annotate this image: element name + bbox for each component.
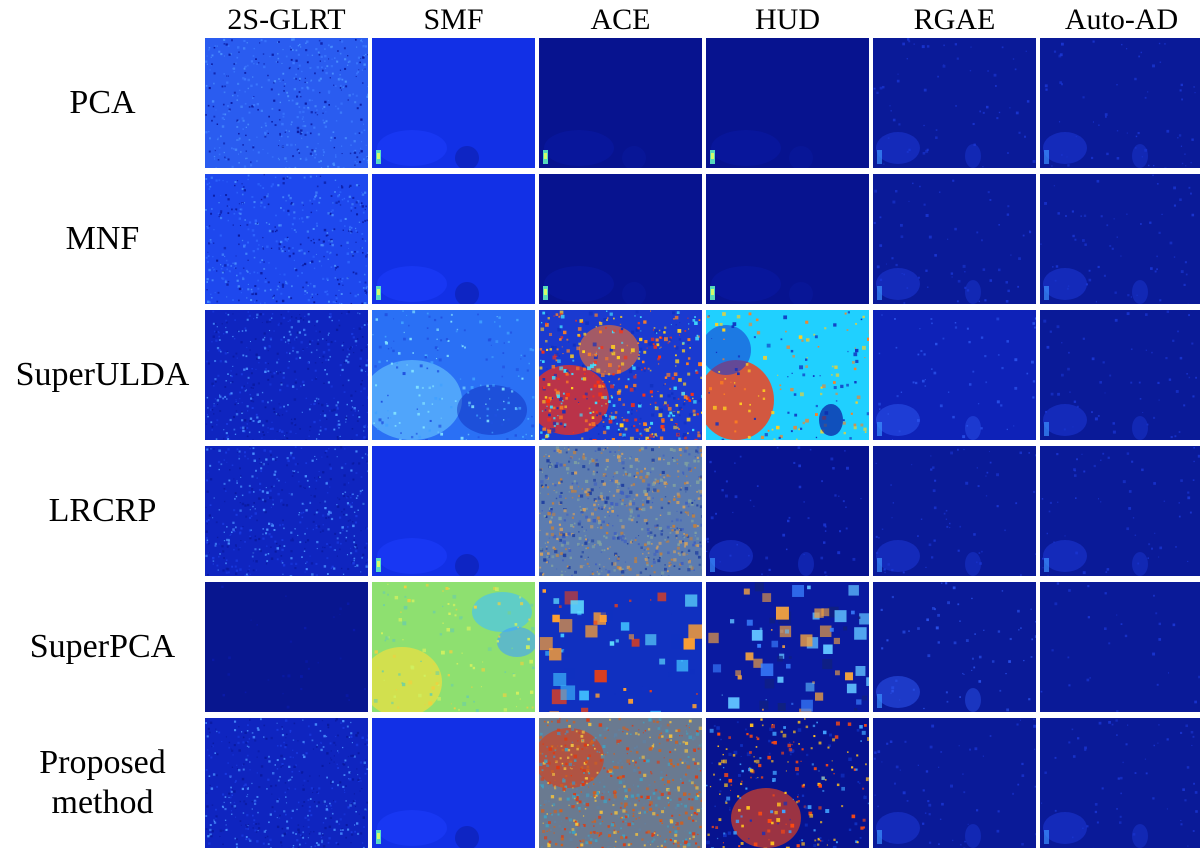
detection-map-cell xyxy=(1040,582,1200,712)
detection-map-image xyxy=(372,38,535,168)
detection-map-image xyxy=(205,718,368,848)
column-header: RGAE xyxy=(913,3,996,36)
detection-map-image xyxy=(539,582,702,712)
detection-map-image xyxy=(539,446,702,576)
detection-map-cell xyxy=(539,718,702,848)
detection-map-cell xyxy=(1040,446,1200,576)
detection-map-cell xyxy=(539,310,702,440)
detection-map-image xyxy=(372,582,535,712)
row-label: SuperULDA xyxy=(0,310,205,440)
row-label: LRCRP xyxy=(0,446,205,576)
detection-map-image xyxy=(205,446,368,576)
detection-map-cell xyxy=(706,446,869,576)
column-header: ACE xyxy=(590,3,651,36)
detection-map-image xyxy=(205,38,368,168)
detection-map-cell xyxy=(205,582,368,712)
detection-map-image xyxy=(372,718,535,848)
detection-map-cell xyxy=(706,174,869,304)
detection-map-image xyxy=(706,582,869,712)
detection-map-cell xyxy=(539,174,702,304)
column-header: HUD xyxy=(755,3,820,36)
detection-map-image xyxy=(539,310,702,440)
detection-map-cell xyxy=(372,174,535,304)
detection-map-image xyxy=(539,718,702,848)
detection-map-image xyxy=(372,310,535,440)
detection-map-cell xyxy=(1040,310,1200,440)
detection-map-image xyxy=(706,310,869,440)
detection-map-image xyxy=(372,174,535,304)
detection-map-cell xyxy=(706,718,869,848)
detection-map-image xyxy=(873,38,1036,168)
detection-map-image xyxy=(205,582,368,712)
detection-map-cell xyxy=(706,310,869,440)
detection-map-cell xyxy=(205,174,368,304)
detection-map-cell xyxy=(873,174,1036,304)
row-label-text: SuperPCA xyxy=(29,628,176,665)
row-label-text: LRCRP xyxy=(48,492,157,529)
row-label-text: MNF xyxy=(65,220,140,257)
row-label-text: Proposed method xyxy=(39,744,166,821)
detection-map-image xyxy=(1040,718,1200,848)
detection-map-cell xyxy=(205,446,368,576)
row-label: MNF xyxy=(0,174,205,304)
detection-map-cell xyxy=(706,38,869,168)
detection-map-image xyxy=(539,174,702,304)
detection-map-image xyxy=(539,38,702,168)
detection-map-cell xyxy=(205,718,368,848)
detection-map-cell xyxy=(1040,718,1200,848)
detection-map-cell xyxy=(205,38,368,168)
detection-map-cell xyxy=(372,446,535,576)
detection-map-image xyxy=(873,446,1036,576)
detection-map-image xyxy=(706,446,869,576)
detection-map-cell xyxy=(372,310,535,440)
row-label: SuperPCA xyxy=(0,582,205,712)
column-header: SMF xyxy=(423,3,484,36)
detection-map-image xyxy=(1040,174,1200,304)
detection-map-cell xyxy=(873,582,1036,712)
detection-map-image xyxy=(706,718,869,848)
row-label-text: PCA xyxy=(69,84,136,121)
column-header: 2S-GLRT xyxy=(227,3,346,36)
detection-map-image xyxy=(706,174,869,304)
detection-map-image xyxy=(873,310,1036,440)
detection-map-cell xyxy=(372,582,535,712)
detection-map-image xyxy=(372,446,535,576)
detection-map-cell xyxy=(539,582,702,712)
detection-map-cell xyxy=(539,38,702,168)
detection-map-cell xyxy=(372,38,535,168)
row-label: PCA xyxy=(0,38,205,168)
detection-map-cell xyxy=(205,310,368,440)
detection-map-cell xyxy=(706,582,869,712)
detection-map-cell xyxy=(1040,38,1200,168)
detection-map-image xyxy=(873,174,1036,304)
detection-map-image xyxy=(873,718,1036,848)
detection-map-image xyxy=(1040,582,1200,712)
detection-map-image xyxy=(706,38,869,168)
row-label: Proposed method xyxy=(0,718,205,848)
detection-map-image xyxy=(205,174,368,304)
detection-map-cell xyxy=(372,718,535,848)
row-label-text: SuperULDA xyxy=(15,356,190,393)
column-header: Auto-AD xyxy=(1064,3,1179,36)
detection-map-cell xyxy=(1040,174,1200,304)
detection-map-cell xyxy=(873,310,1036,440)
detection-map-image xyxy=(873,582,1036,712)
detection-map-image xyxy=(1040,310,1200,440)
detection-map-cell xyxy=(873,38,1036,168)
detection-map-cell xyxy=(539,446,702,576)
detection-map-image xyxy=(1040,38,1200,168)
detection-map-cell xyxy=(873,446,1036,576)
detection-map-image xyxy=(205,310,368,440)
detection-map-cell xyxy=(873,718,1036,848)
detection-map-image xyxy=(1040,446,1200,576)
